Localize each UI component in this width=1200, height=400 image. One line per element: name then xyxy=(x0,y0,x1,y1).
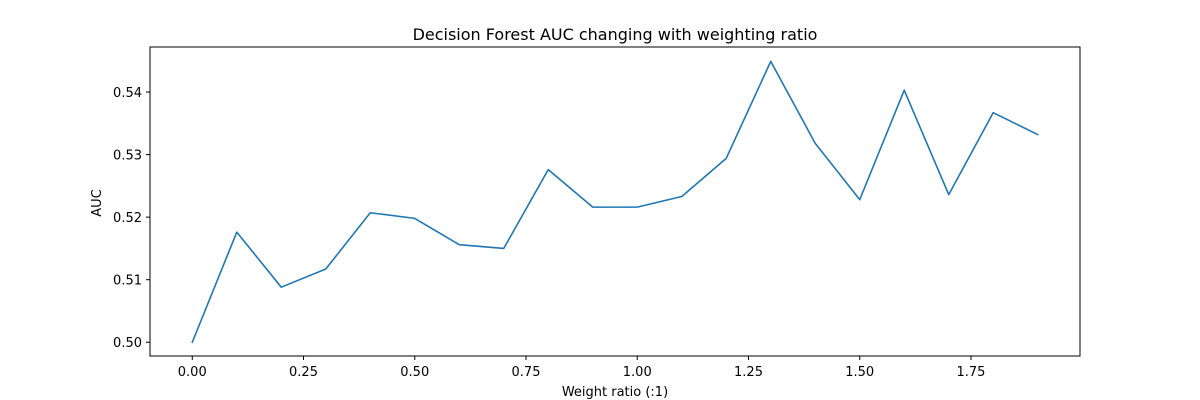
data-point xyxy=(814,142,817,145)
x-tick-label: 1.50 xyxy=(845,365,874,380)
data-point xyxy=(992,111,995,114)
series-line xyxy=(191,60,1039,344)
data-point xyxy=(769,60,772,63)
data-point xyxy=(547,168,550,171)
data-point xyxy=(458,243,461,246)
data-point xyxy=(636,206,639,209)
data-point xyxy=(591,206,594,209)
plot-frame xyxy=(149,46,1081,357)
y-tick-label: 0.50 xyxy=(113,336,142,351)
x-tick-label: 0.25 xyxy=(289,365,318,380)
y-axis-label: AUC xyxy=(90,189,105,217)
x-tick-label: 0.75 xyxy=(512,365,541,380)
data-point xyxy=(324,268,327,271)
data-point xyxy=(903,89,906,92)
data-point xyxy=(725,157,728,160)
data-point xyxy=(235,231,238,234)
data-point xyxy=(413,217,416,220)
data-point xyxy=(1036,133,1039,136)
data-point xyxy=(280,286,283,289)
x-tick-label: 1.75 xyxy=(957,365,986,380)
y-tick-label: 0.52 xyxy=(113,211,142,226)
data-point xyxy=(369,211,372,214)
y-tick-label: 0.54 xyxy=(113,86,142,101)
x-tick-label: 1.00 xyxy=(623,365,652,380)
data-point xyxy=(191,341,194,344)
data-point xyxy=(680,195,683,198)
data-point xyxy=(858,198,861,201)
x-axis-label: Weight ratio (:1) xyxy=(562,385,668,400)
y-tick-label: 0.53 xyxy=(113,149,142,164)
plot-area: 0.00 0.25 0.50 0.75 1.00 1.25 1.50 1.75 0.50 0.51… xyxy=(113,46,1081,380)
chart-title: Decision Forest AUC changing with weight… xyxy=(413,25,818,44)
x-tick-label: 0.50 xyxy=(400,365,429,380)
x-tick-label: 1.25 xyxy=(734,365,763,380)
data-point xyxy=(947,193,950,196)
x-tick-label: 0.00 xyxy=(178,365,207,380)
y-tick-label: 0.51 xyxy=(113,274,142,289)
data-point xyxy=(502,247,505,250)
